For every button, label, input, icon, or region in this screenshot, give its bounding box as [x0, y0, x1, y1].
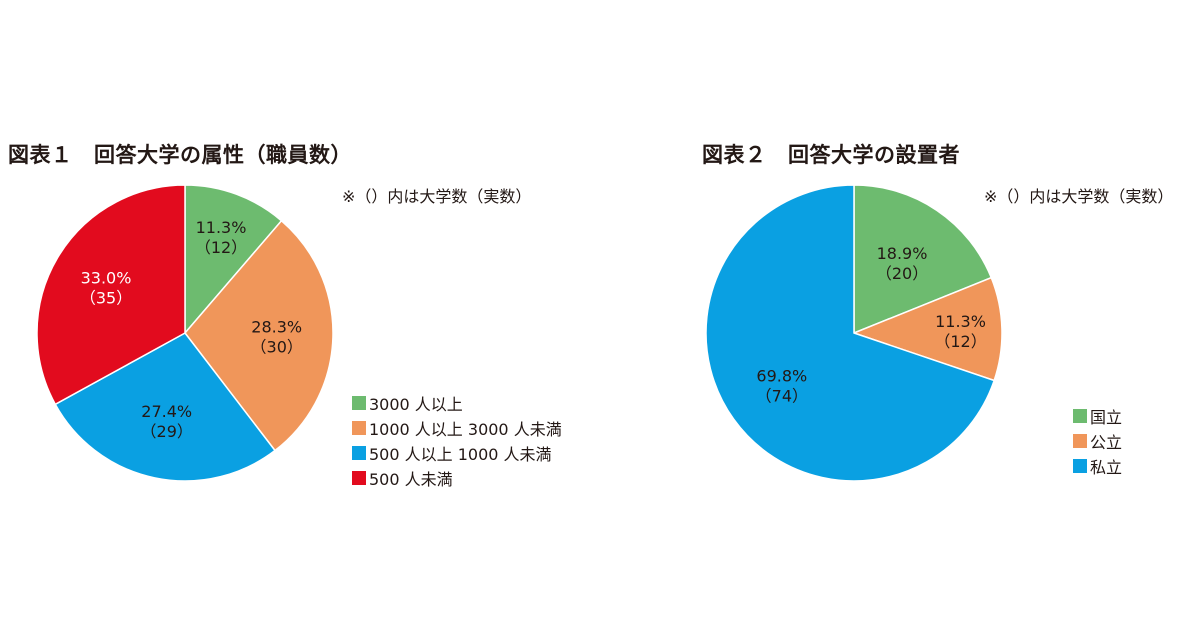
chart1-title: 図表１ 回答大学の属性（職員数）	[8, 143, 352, 167]
chart1-legend-label-1: 3000 人以上	[369, 394, 463, 414]
chart1-legend-swatch-1	[352, 395, 366, 410]
chart1-slice-4-count-label: （35）	[80, 288, 132, 307]
chart2-legend-item-2: 公立	[1073, 428, 1122, 453]
chart2-legend-swatch-1	[1073, 408, 1087, 423]
chart2-legend-item-3: 私立	[1073, 453, 1122, 478]
chart2-legend-label-3: 私立	[1090, 457, 1123, 477]
chart1-pie: 11.3%（12） 28.3%（30） 27.4%（29） 33.0%（35）	[36, 184, 334, 482]
chart1-legend-label-3: 500 人以上 1000 人未満	[369, 444, 552, 464]
chart1-slice-1-pct-label: 11.3%	[196, 218, 247, 237]
chart1-legend-item-2: 1000 人以上 3000 人未満	[352, 415, 562, 440]
chart2-legend-swatch-2	[1073, 433, 1087, 448]
chart1-legend-item-4: 500 人未満	[352, 465, 562, 490]
chart1-slice-3-pct-label: 27.4%	[141, 402, 192, 421]
chart1-legend-swatch-3	[352, 445, 366, 460]
chart1-slice-2	[184, 219, 334, 452]
chart1-note: ※（）内は大学数（実数）	[342, 187, 532, 206]
chart2-legend-swatch-3	[1073, 458, 1087, 473]
chart1-legend-swatch-2	[352, 420, 366, 435]
chart2-legend-label-2: 公立	[1090, 432, 1123, 452]
chart2-slice-2	[851, 276, 1003, 382]
chart1-slice-3	[54, 332, 277, 482]
chart1-legend-label-4: 500 人未満	[369, 469, 453, 489]
chart2-slice-3-count-label: （74）	[756, 387, 808, 406]
chart2-pie: 18.9%（20） 11.3%（12） 69.8%（74）	[705, 184, 1003, 482]
chart1-legend-swatch-4	[352, 470, 366, 485]
chart1-legend: 3000 人以上 1000 人以上 3000 人未満 500 人以上 1000 人未…	[352, 390, 562, 490]
chart2-note: ※（）内は大学数（実数）	[984, 187, 1174, 206]
chart2-slice-3	[705, 184, 996, 482]
chart1-slice-1-count-label: （12）	[195, 238, 247, 257]
chart2-slice-1	[853, 184, 993, 335]
chart1-legend-label-2: 1000 人以上 3000 人未満	[369, 419, 562, 439]
chart2-title: 図表２ 回答大学の設置者	[702, 143, 960, 167]
chart1-slice-3-count-label: （29）	[141, 422, 193, 441]
chart1-legend-item-1: 3000 人以上	[352, 390, 562, 415]
chart2-slice-3-pct-label: 69.8%	[756, 367, 807, 386]
chart2-legend: 国立 公立 私立	[1073, 403, 1122, 478]
chart2-slice-1-pct-label: 18.9%	[877, 244, 928, 263]
chart1-slice-4	[36, 184, 186, 406]
chart1-slice-2-count-label: （30）	[251, 338, 303, 357]
chart2-slice-1-count-label: （20）	[876, 264, 928, 283]
chart2-legend-item-1: 国立	[1073, 403, 1122, 428]
chart1-slice-1	[184, 184, 283, 336]
chart1-slice-2-pct-label: 28.3%	[251, 318, 302, 337]
chart2-slice-2-pct-label: 11.3%	[935, 312, 986, 331]
chart1-legend-item-3: 500 人以上 1000 人未満	[352, 440, 562, 465]
chart1-slice-4-pct-label: 33.0%	[81, 268, 132, 287]
chart2-legend-label-1: 国立	[1090, 407, 1123, 427]
chart2-slice-2-count-label: （12）	[934, 332, 986, 351]
